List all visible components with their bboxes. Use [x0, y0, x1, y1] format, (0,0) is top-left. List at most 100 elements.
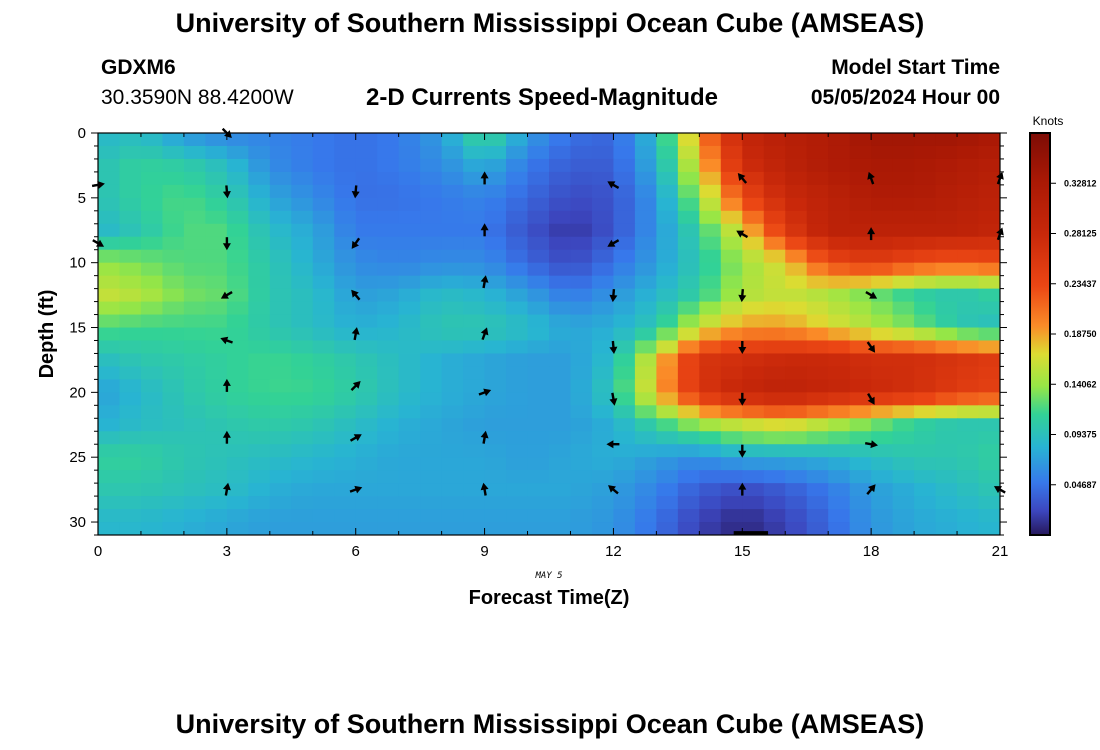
heatmap-cell	[785, 457, 808, 471]
heatmap-cell	[634, 171, 657, 186]
heatmap-cell	[957, 133, 980, 147]
heatmap-cell	[527, 158, 550, 173]
heatmap-cell	[914, 457, 937, 471]
heatmap-cell	[742, 249, 765, 264]
y-tick-label: 15	[69, 320, 86, 337]
heatmap-cell	[162, 392, 185, 406]
heatmap-cell	[978, 418, 1000, 432]
heatmap-cell	[484, 158, 507, 173]
heatmap-cell	[871, 509, 894, 523]
heatmap-cell	[291, 145, 314, 160]
heatmap-cell	[828, 236, 851, 251]
heatmap-cell	[312, 379, 335, 393]
colorbar-scale	[1029, 132, 1051, 536]
heatmap-cell	[312, 444, 335, 458]
heatmap-cell	[634, 496, 657, 510]
heatmap-cell	[183, 223, 206, 238]
heatmap-cell	[935, 171, 958, 186]
heatmap-cell	[591, 457, 615, 471]
heatmap-cell	[484, 236, 507, 251]
heatmap-cell	[720, 145, 743, 160]
heatmap-cell	[677, 145, 700, 160]
heatmap-cell	[205, 171, 228, 186]
heatmap-cell	[656, 210, 679, 225]
heatmap-cell	[742, 223, 765, 238]
heatmap-cell	[892, 366, 915, 380]
heatmap-cell	[828, 509, 851, 523]
heatmap-cell	[248, 262, 271, 277]
heatmap-cell	[914, 314, 937, 329]
heatmap-cell	[269, 158, 292, 173]
heatmap-cell	[162, 327, 185, 342]
heatmap-cell	[484, 301, 507, 316]
heatmap-cell	[871, 340, 894, 355]
heatmap-cell	[140, 431, 164, 445]
heatmap-cell	[377, 236, 400, 251]
heatmap-cell	[119, 470, 142, 484]
heatmap-cell	[355, 444, 378, 458]
heatmap-cell	[570, 262, 593, 277]
heatmap-cell	[634, 340, 657, 355]
heatmap-cell	[570, 366, 593, 380]
current-arrow	[480, 275, 489, 289]
heatmap-cell	[763, 288, 786, 303]
heatmap-cell	[420, 262, 443, 277]
heatmap-cell	[484, 340, 507, 355]
heatmap-cell	[785, 210, 808, 225]
heatmap-cell	[398, 145, 421, 160]
heatmap-cell	[634, 418, 657, 432]
heatmap-cell	[334, 444, 357, 458]
heatmap-cell	[613, 457, 636, 471]
heatmap-cell	[377, 470, 400, 484]
heatmap-cell	[140, 457, 164, 471]
heatmap-cell	[914, 158, 937, 173]
heatmap-cell	[420, 496, 443, 510]
heatmap-cell	[248, 314, 271, 329]
heatmap-cell	[183, 405, 206, 419]
heatmap-cell	[720, 340, 743, 355]
heatmap-cell	[98, 223, 121, 238]
heatmap-cell	[871, 327, 894, 342]
heatmap-cell	[398, 392, 421, 406]
heatmap-cell	[441, 496, 464, 510]
heatmap-cell	[677, 366, 700, 380]
heatmap-cell	[935, 158, 958, 173]
heatmap-cell	[763, 301, 786, 316]
heatmap-cell	[785, 353, 808, 368]
heatmap-cell	[892, 275, 915, 290]
heatmap-cell	[312, 470, 335, 484]
heatmap-cell	[205, 496, 228, 510]
heatmap-cell	[98, 509, 121, 523]
heatmap-cell	[785, 327, 808, 342]
heatmap-cell	[763, 509, 786, 523]
heatmap-cell	[656, 275, 679, 290]
heatmap-cell	[463, 158, 486, 173]
heatmap-cell	[806, 249, 829, 264]
heatmap-cell	[677, 171, 700, 186]
heatmap-cell	[291, 405, 314, 419]
heatmap-cell	[420, 470, 443, 484]
heatmap-cell	[484, 327, 507, 342]
heatmap-cell	[871, 184, 894, 199]
heatmap-cell	[549, 301, 572, 316]
heatmap-cell	[570, 288, 593, 303]
heatmap-cell	[957, 457, 980, 471]
heatmap-cell	[763, 249, 786, 264]
heatmap-cell	[119, 327, 142, 342]
heatmap-cell	[634, 133, 657, 147]
heatmap-cell	[634, 249, 657, 264]
heatmap-cell	[978, 133, 1000, 147]
heatmap-cell	[699, 379, 722, 393]
heatmap-cell	[914, 522, 937, 535]
heatmap-cell	[183, 379, 206, 393]
heatmap-cell	[463, 483, 486, 497]
heatmap-cell	[334, 210, 357, 225]
heatmap-cell	[677, 184, 700, 199]
heatmap-cell	[849, 262, 872, 277]
heatmap-cell	[248, 171, 271, 186]
heatmap-cell	[634, 184, 657, 199]
heatmap-cell	[935, 133, 958, 147]
heatmap-cell	[183, 392, 206, 406]
heatmap-cell	[613, 145, 636, 160]
heatmap-cell	[183, 171, 206, 186]
